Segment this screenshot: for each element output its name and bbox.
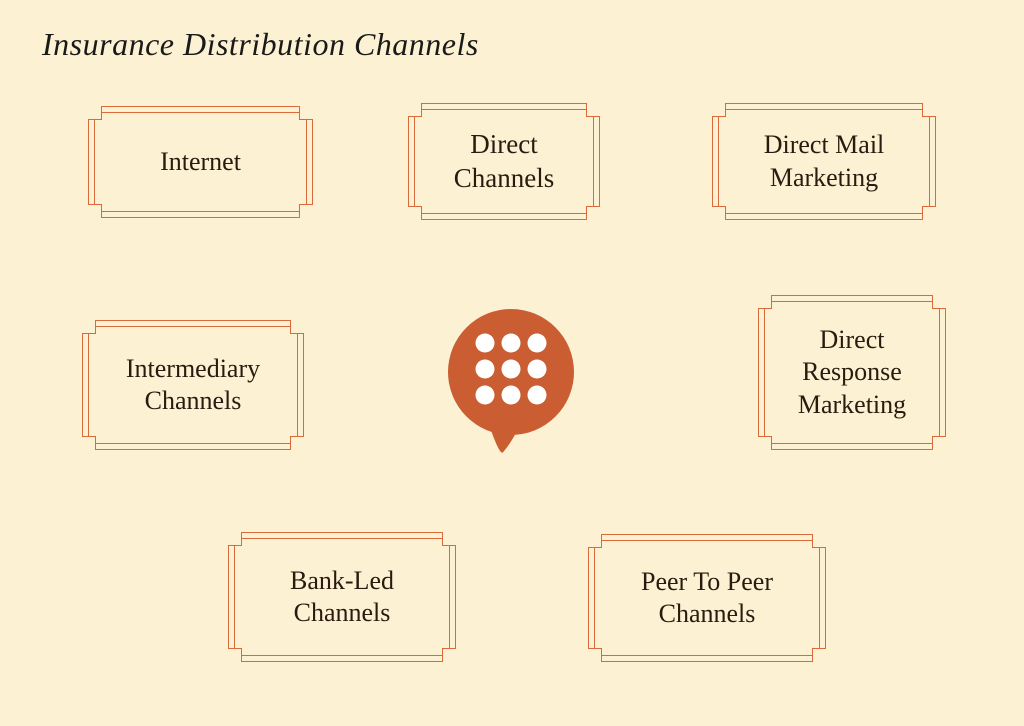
box-corner (442, 532, 456, 546)
box-direct-response: Direct Response Marketing (758, 295, 946, 450)
box-corner (712, 103, 726, 117)
box-corner (408, 206, 422, 220)
box-corner (82, 436, 96, 450)
keypad-speech-icon (421, 282, 601, 462)
box-corner (290, 320, 304, 334)
box-direct-mail: Direct Mail Marketing (712, 103, 936, 220)
box-corner (299, 106, 313, 120)
page-title: Insurance Distribution Channels (42, 26, 479, 63)
box-corner (588, 648, 602, 662)
box-label: Peer To Peer Channels (641, 566, 773, 631)
box-corner (712, 206, 726, 220)
box-corner (922, 206, 936, 220)
box-corner (228, 648, 242, 662)
box-corner (408, 103, 422, 117)
box-corner (758, 436, 772, 450)
box-corner (932, 436, 946, 450)
box-label: Bank-Led Channels (290, 565, 394, 630)
box-corner (588, 534, 602, 548)
box-corner (586, 206, 600, 220)
box-bank-led: Bank-Led Channels (228, 532, 456, 662)
box-internet: Internet (88, 106, 313, 218)
box-corner (290, 436, 304, 450)
box-corner (932, 295, 946, 309)
box-corner (812, 648, 826, 662)
box-corner (812, 534, 826, 548)
box-label: Direct Mail Marketing (764, 129, 885, 194)
box-corner (88, 106, 102, 120)
box-label: Direct Response Marketing (798, 324, 906, 422)
box-corner (758, 295, 772, 309)
box-label: Direct Channels (454, 128, 555, 196)
box-corner (228, 532, 242, 546)
box-corner (442, 648, 456, 662)
box-intermediary: Intermediary Channels (82, 320, 304, 450)
box-corner (82, 320, 96, 334)
box-peer-to-peer: Peer To Peer Channels (588, 534, 826, 662)
box-corner (922, 103, 936, 117)
box-corner (88, 204, 102, 218)
box-corner (299, 204, 313, 218)
box-corner (586, 103, 600, 117)
box-direct-channels: Direct Channels (408, 103, 600, 220)
box-label: Internet (160, 146, 241, 179)
box-label: Intermediary Channels (126, 353, 260, 418)
